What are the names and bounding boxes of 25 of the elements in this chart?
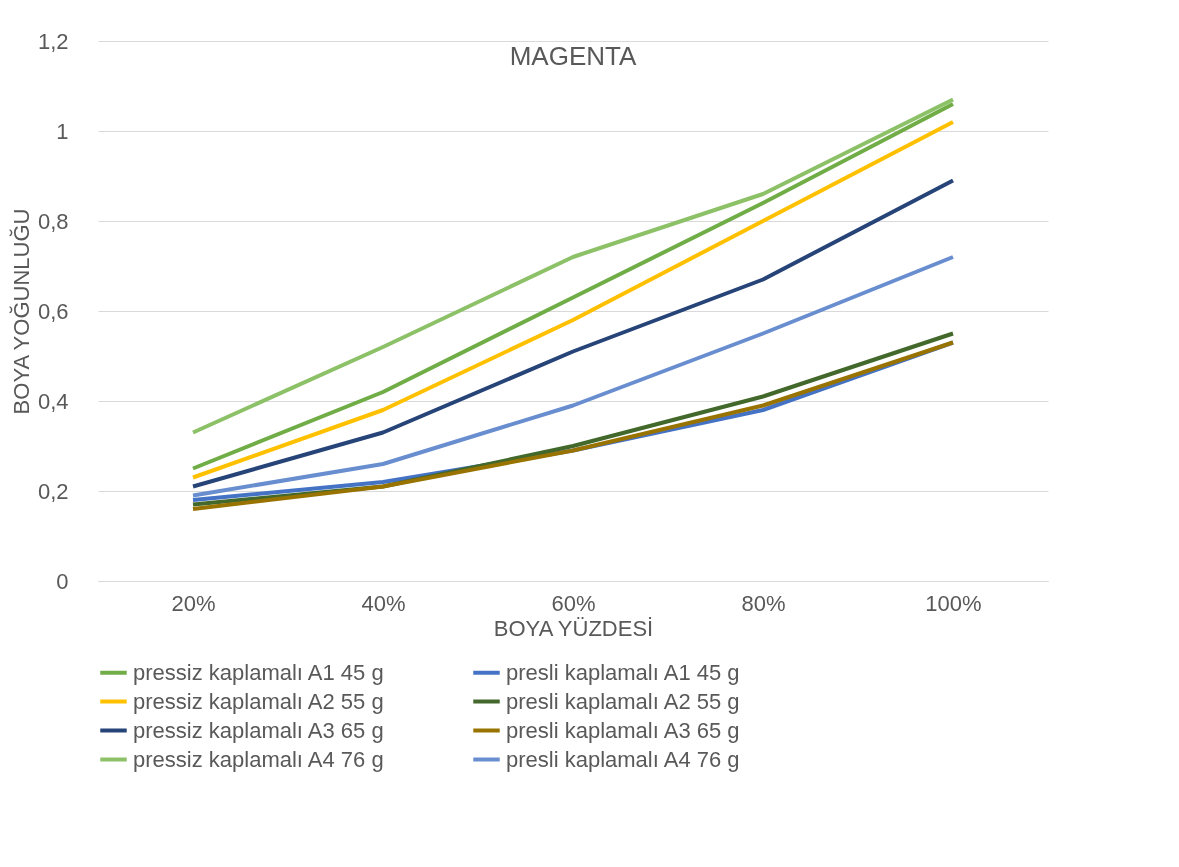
legend-label: pressiz kaplamalı A3 65 g (133, 717, 384, 743)
line-series (191, 178, 955, 489)
x-tick-label: 60% (551, 590, 596, 616)
y-tick-label: 0 (56, 568, 69, 594)
y-axis-title: BOYA YOĞUNLUĞU (8, 208, 34, 415)
line-series (191, 255, 955, 498)
y-tick-label: 0,2 (37, 478, 69, 504)
x-tick-label: 80% (741, 590, 786, 616)
chart-title: MAGENTA (509, 41, 637, 71)
y-tick-label: 0,4 (37, 388, 69, 414)
x-tick-label: 40% (361, 590, 406, 616)
y-tick-label: 0,6 (37, 298, 69, 324)
legend-label: presli kaplamalı A4 76 g (506, 746, 740, 772)
legend-label: presli kaplamalı A1 45 g (506, 659, 740, 685)
y-tick-label: 1 (56, 118, 69, 144)
y-tick-label: 1,2 (37, 28, 69, 54)
legend-label: pressiz kaplamalı A4 76 g (133, 746, 384, 772)
x-tick-label: 20% (171, 590, 216, 616)
legend-label: pressiz kaplamalı A1 45 g (133, 659, 384, 685)
x-axis-title: BOYA YÜZDESİ (493, 615, 654, 641)
x-tick-label: 100% (925, 590, 982, 616)
y-tick-label: 0,8 (37, 208, 69, 234)
legend-label: pressiz kaplamalı A2 55 g (133, 688, 384, 714)
legend-label: presli kaplamalı A2 55 g (506, 688, 740, 714)
legend-label: presli kaplamalı A3 65 g (506, 717, 740, 743)
